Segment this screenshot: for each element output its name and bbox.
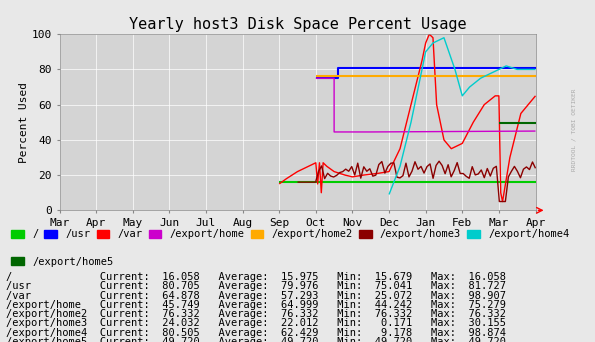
Text: /usr           Current:  80.705   Average:  79.976   Min:  75.041   Max:  81.727: /usr Current: 80.705 Average: 79.976 Min… — [6, 281, 506, 291]
Legend: /export/home5: /export/home5 — [11, 256, 113, 266]
Text: /export/home2  Current:  76.332   Average:  76.332   Min:  76.332   Max:  76.332: /export/home2 Current: 76.332 Average: 7… — [6, 309, 506, 319]
Text: /export/home   Current:  45.749   Average:  64.999   Min:  44.242   Max:  75.279: /export/home Current: 45.749 Average: 64… — [6, 300, 506, 310]
Title: Yearly host3 Disk Space Percent Usage: Yearly host3 Disk Space Percent Usage — [129, 17, 466, 32]
Legend: /, /usr, /var, /export/home, /export/home2, /export/home3, /export/home4: /, /usr, /var, /export/home, /export/hom… — [11, 229, 569, 239]
Text: /              Current:  16.058   Average:  15.975   Min:  15.679   Max:  16.058: / Current: 16.058 Average: 15.975 Min: 1… — [6, 272, 506, 282]
Y-axis label: Percent Used: Percent Used — [19, 82, 29, 163]
Text: /export/home4  Current:  80.505   Average:  62.429   Min:   9.178   Max:  98.874: /export/home4 Current: 80.505 Average: 6… — [6, 328, 506, 338]
Text: /export/home5  Current:  49.720   Average:  49.720   Min:  49.720   Max:  49.720: /export/home5 Current: 49.720 Average: 4… — [6, 337, 506, 342]
Text: /export/home3  Current:  24.032   Average:  22.012   Min:   0.171   Max:  30.155: /export/home3 Current: 24.032 Average: 2… — [6, 318, 506, 328]
Text: RRDTOOL / TOBI OETIKER: RRDTOOL / TOBI OETIKER — [572, 89, 577, 171]
Text: /var           Current:  64.878   Average:  57.293   Min:  25.072   Max:  98.907: /var Current: 64.878 Average: 57.293 Min… — [6, 291, 506, 301]
